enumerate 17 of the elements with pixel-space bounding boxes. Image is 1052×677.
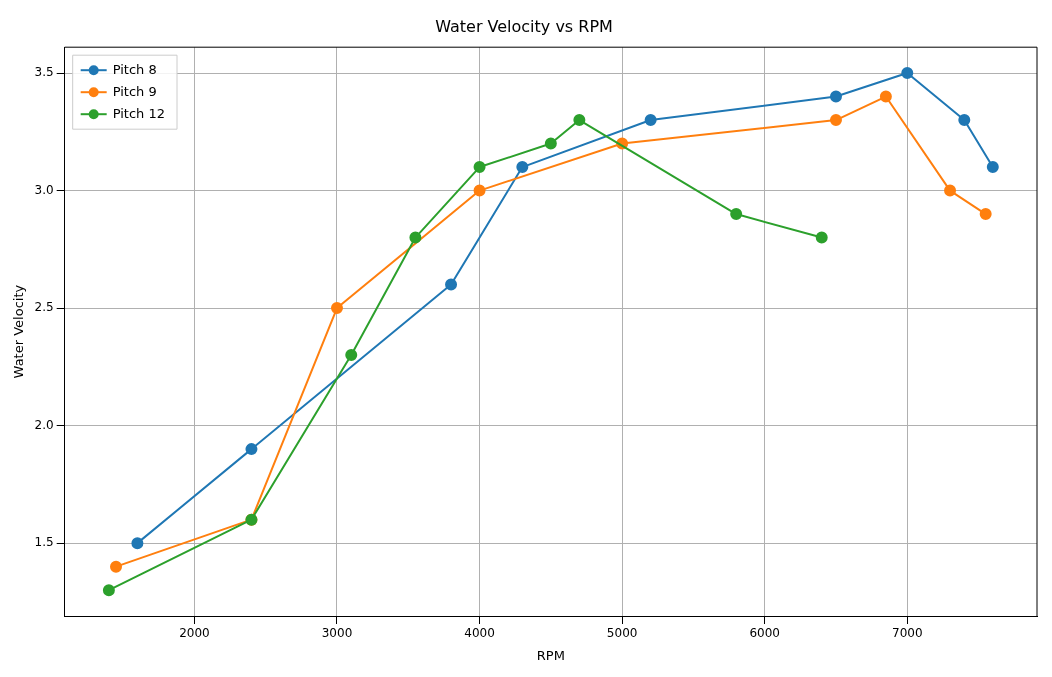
y-tick-label: 2.5 [34, 300, 54, 315]
y-axis-title: Water Velocity [11, 284, 27, 379]
x-tick-label: 5000 [606, 626, 638, 641]
y-tick-label: 2.0 [34, 417, 54, 432]
x-tick-label: 2000 [179, 626, 210, 641]
legend-label: Pitch 9 [112, 83, 157, 99]
x-tick-label: 6000 [749, 626, 780, 641]
x-tick-label: 4000 [464, 626, 495, 641]
x-tick-label: 7000 [891, 626, 923, 641]
y-tick-label: 1.5 [34, 535, 54, 550]
chart-title: Water Velocity vs RPM [435, 16, 613, 36]
legend-label: Pitch 12 [112, 105, 166, 121]
y-tick-label: 3.5 [34, 65, 54, 80]
x-axis-title: RPM [536, 647, 565, 663]
x-tick-label: 3000 [321, 626, 353, 641]
legend-label: Pitch 8 [112, 61, 157, 77]
y-tick-label: 3.0 [34, 182, 54, 197]
